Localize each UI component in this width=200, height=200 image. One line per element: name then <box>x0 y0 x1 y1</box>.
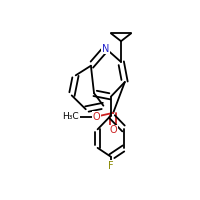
Text: O: O <box>92 112 100 122</box>
Text: O: O <box>109 125 117 135</box>
Text: N: N <box>102 44 110 54</box>
Text: H₃C: H₃C <box>62 112 79 121</box>
Text: F: F <box>108 161 114 171</box>
